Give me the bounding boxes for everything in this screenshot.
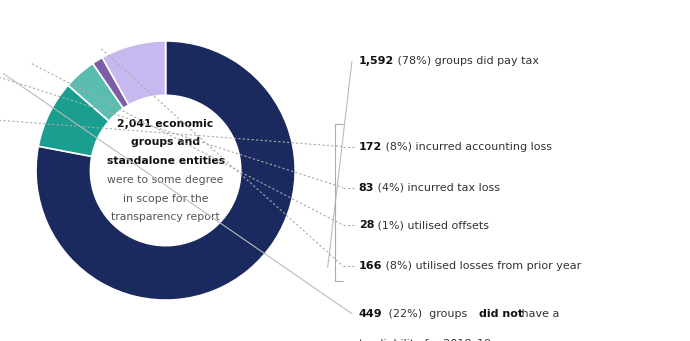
Text: were to some degree: were to some degree (108, 175, 224, 185)
Wedge shape (36, 41, 295, 300)
Text: tax liability for 2018–19: tax liability for 2018–19 (359, 339, 491, 341)
Text: groups and: groups and (131, 137, 200, 147)
Text: 2,041 economic: 2,041 economic (117, 119, 214, 129)
Text: (8%) incurred accounting loss: (8%) incurred accounting loss (382, 142, 552, 152)
Text: (78%) groups did pay tax: (78%) groups did pay tax (394, 56, 539, 66)
Text: in scope for the: in scope for the (123, 194, 208, 204)
Text: 28: 28 (359, 220, 374, 230)
Text: (8%) utilised losses from prior year: (8%) utilised losses from prior year (382, 261, 582, 271)
Text: 449: 449 (359, 309, 382, 319)
Text: transparency report: transparency report (111, 212, 220, 222)
Text: 83: 83 (359, 182, 374, 193)
Text: did not: did not (479, 309, 523, 319)
Text: (1%) utilised offsets: (1%) utilised offsets (374, 220, 489, 230)
Text: 166: 166 (359, 261, 382, 271)
Text: 172: 172 (359, 142, 382, 152)
Wedge shape (39, 85, 109, 157)
Wedge shape (102, 41, 166, 105)
Text: have a: have a (518, 309, 560, 319)
Text: (22%)  groups: (22%) groups (385, 309, 471, 319)
Text: (4%) incurred tax loss: (4%) incurred tax loss (374, 182, 500, 193)
Text: 1,592: 1,592 (359, 56, 394, 66)
Wedge shape (68, 63, 124, 121)
Text: standalone entities: standalone entities (106, 156, 225, 166)
Wedge shape (92, 58, 129, 108)
